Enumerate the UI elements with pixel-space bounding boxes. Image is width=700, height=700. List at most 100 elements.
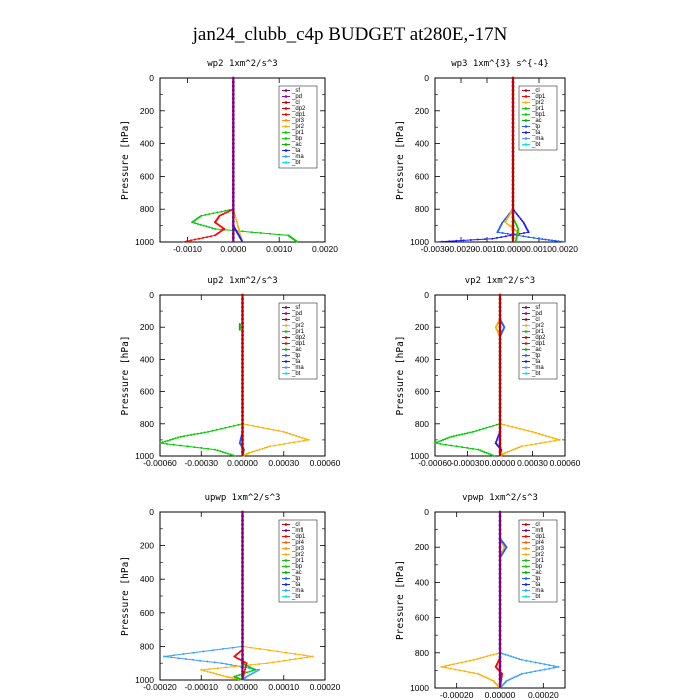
x-tick-label: 0.00020 <box>310 682 341 692</box>
legend-marker <box>284 312 288 315</box>
series-point <box>241 548 244 552</box>
series-point <box>514 211 517 214</box>
series-point <box>241 230 244 233</box>
legend-label: _pr2 <box>531 323 545 329</box>
series-point <box>498 390 502 393</box>
series-point <box>306 656 308 659</box>
legend-marker <box>524 547 528 550</box>
series-point <box>547 239 550 241</box>
legend-label: _pr1 <box>531 558 545 564</box>
series-point <box>511 228 515 232</box>
series-point <box>231 97 235 100</box>
series-point <box>191 221 194 224</box>
series-point <box>477 672 480 675</box>
legend-marker <box>284 119 288 122</box>
series-point <box>246 423 249 426</box>
series-point <box>534 670 537 673</box>
legend-label: _bt <box>531 371 541 377</box>
series-point <box>249 666 252 669</box>
series-point <box>527 429 530 432</box>
series-point <box>511 187 515 191</box>
series-point <box>220 213 223 216</box>
series-point <box>241 430 244 434</box>
series-point <box>458 433 461 436</box>
series-point <box>233 655 236 658</box>
series-point <box>208 226 211 229</box>
x-tick-label: 0.00000 <box>485 690 516 700</box>
series-point <box>515 237 518 240</box>
legend-label: _cl <box>531 317 540 323</box>
series-point <box>241 297 244 301</box>
series-point <box>206 660 209 663</box>
x-tick-label: -0.00010 <box>184 682 218 692</box>
series-point <box>448 664 451 667</box>
series-point <box>214 448 216 451</box>
legend-label: _pr1 <box>291 329 305 335</box>
series-point <box>516 232 519 235</box>
legend-label: _bt <box>291 594 301 600</box>
series-point <box>514 222 517 225</box>
series-point <box>511 216 515 219</box>
legend-label: _pr2 <box>531 100 545 106</box>
series-point <box>538 237 540 240</box>
legend-marker <box>284 318 288 321</box>
x-tick-label: 0.00000 <box>227 682 258 692</box>
legend-marker <box>284 125 288 128</box>
x-tick-label: 0.0020 <box>552 244 578 254</box>
series-point <box>311 655 314 658</box>
series-point <box>511 109 515 113</box>
legend-marker <box>284 107 288 110</box>
y-tick-label: 0 <box>424 73 429 83</box>
series-point <box>552 666 555 669</box>
series-point <box>185 240 188 243</box>
x-tick-label: 0.0010 <box>266 244 292 254</box>
series-point <box>498 366 502 369</box>
series-point <box>231 676 234 679</box>
series-point <box>241 569 244 573</box>
series-point <box>234 214 237 217</box>
series-point <box>511 175 515 178</box>
y-tick-label: 600 <box>415 171 429 181</box>
x-tick-label: -0.0020 <box>447 244 476 254</box>
series-point <box>466 446 469 449</box>
series-point <box>244 668 247 671</box>
series-point <box>511 93 515 96</box>
series-point <box>231 191 235 195</box>
legend-label: _pd <box>291 311 302 317</box>
series-point <box>241 535 244 539</box>
series-point <box>511 88 515 92</box>
series-point <box>241 544 244 547</box>
legend-label: _bp <box>531 564 543 570</box>
legend-marker <box>524 119 528 122</box>
panel-title: wp3 1xm^{3} s^{-4} <box>451 59 549 69</box>
legend-marker <box>524 529 528 532</box>
legend-marker <box>524 565 528 568</box>
series-point <box>241 450 244 454</box>
series-point <box>525 444 528 447</box>
series-point <box>507 216 510 219</box>
legend-marker <box>524 324 528 327</box>
series-point <box>166 439 169 442</box>
x-tick-label: 0.0000 <box>220 244 246 254</box>
series-point <box>207 447 210 450</box>
series-point <box>214 227 216 230</box>
series-point <box>489 654 492 657</box>
legend-marker <box>284 547 288 550</box>
y-tick-label: 1000 <box>135 237 154 247</box>
legend-label: _dp1 <box>531 94 546 100</box>
series-point <box>527 231 530 234</box>
series-point <box>241 519 244 522</box>
legend-marker <box>524 336 528 339</box>
legend-marker <box>524 354 528 357</box>
series-point <box>515 213 518 216</box>
series-point <box>560 240 563 243</box>
legend-label: _pd <box>531 311 542 317</box>
series-point <box>495 652 498 655</box>
series-point <box>253 671 256 674</box>
series-point <box>511 142 515 146</box>
series-point <box>498 398 502 401</box>
series-point <box>215 428 218 431</box>
series-point <box>269 232 271 235</box>
series-point <box>498 647 502 650</box>
series-point <box>231 146 235 150</box>
